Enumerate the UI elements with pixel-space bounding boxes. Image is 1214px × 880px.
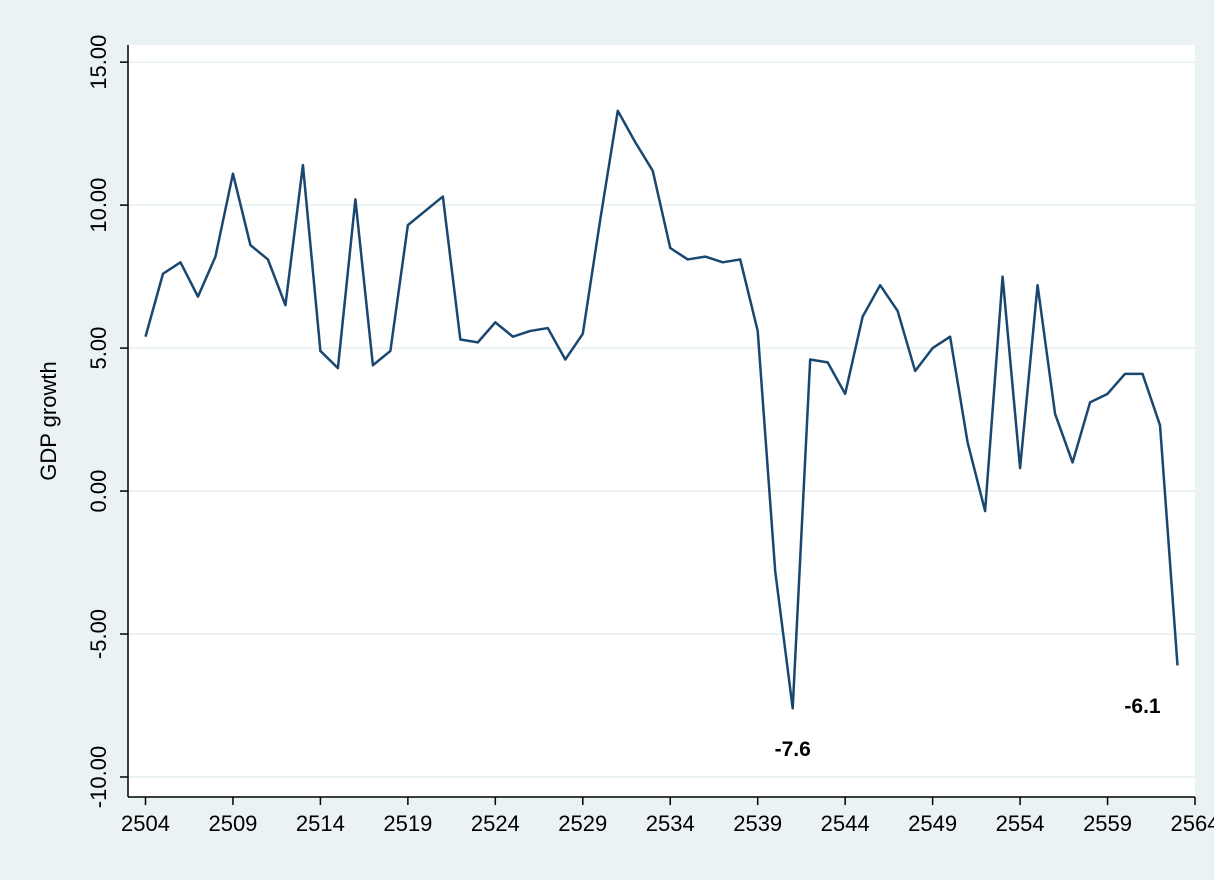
- y-tick-label: -10.00: [86, 746, 111, 808]
- annotation: -6.1: [1124, 695, 1161, 718]
- y-axis-label: GDP growth: [36, 361, 61, 480]
- x-tick-label: 2519: [383, 811, 432, 836]
- x-tick-label: 2509: [208, 811, 257, 836]
- x-tick-label: 2554: [996, 811, 1045, 836]
- x-tick-label: 2529: [558, 811, 607, 836]
- x-tick-label: 2504: [121, 811, 170, 836]
- x-tick-label: 2564: [1171, 811, 1214, 836]
- x-tick-label: 2559: [1083, 811, 1132, 836]
- data-line: [144, 109, 1179, 710]
- plot-area: [128, 45, 1195, 797]
- x-tick-label: 2534: [646, 811, 695, 836]
- x-tick-label: 2544: [821, 811, 870, 836]
- x-tick-label: 2539: [733, 811, 782, 836]
- y-tick-label: 5.00: [86, 327, 111, 370]
- y-tick-label: 0.00: [86, 470, 111, 513]
- y-tick-label: -5.00: [86, 609, 111, 659]
- y-tick-label: 10.00: [86, 178, 111, 233]
- x-tick-label: 2549: [908, 811, 957, 836]
- annotation: -7.6: [775, 738, 811, 761]
- x-tick-label: 2514: [296, 811, 345, 836]
- x-tick-label: 2524: [471, 811, 520, 836]
- y-tick-label: 15.00: [86, 35, 111, 90]
